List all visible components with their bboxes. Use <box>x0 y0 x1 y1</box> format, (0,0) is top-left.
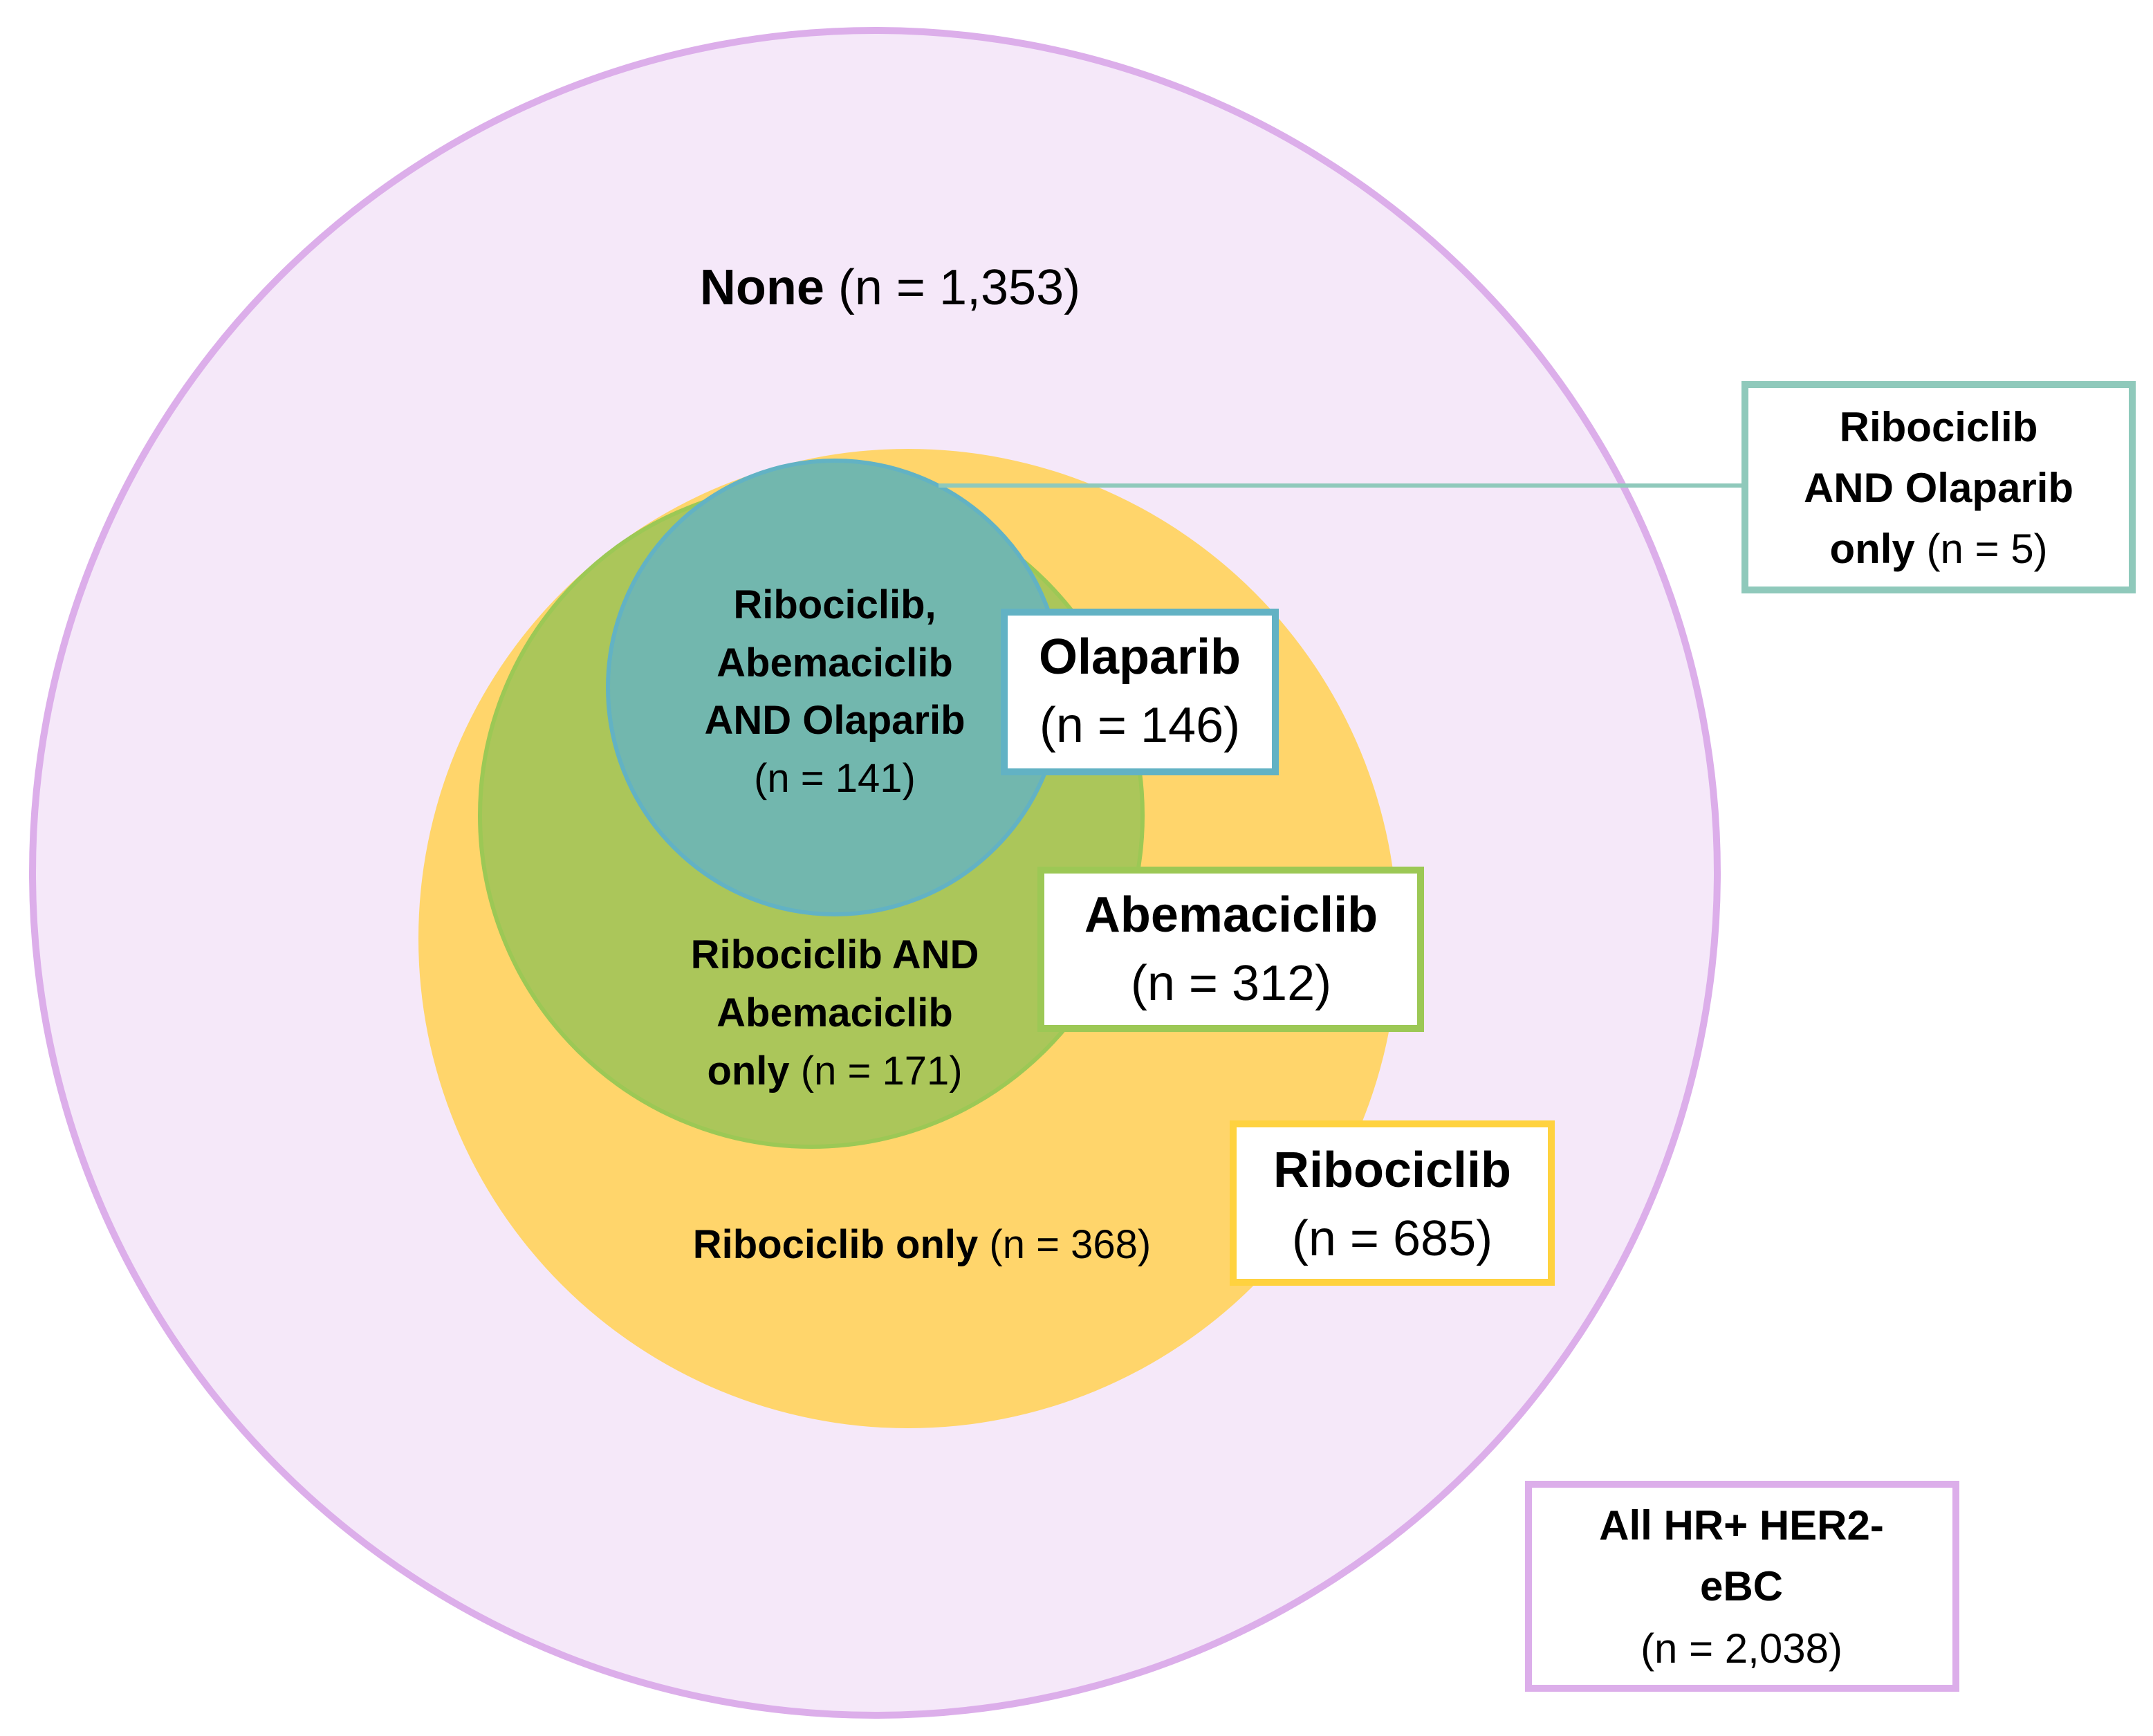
svg-text:Abemaciclib: Abemaciclib <box>717 640 953 685</box>
none-label: None (n = 1,353) <box>700 260 1080 315</box>
svg-text:Ribociclib: Ribociclib <box>1273 1143 1511 1198</box>
olaparib-circle <box>606 459 1064 916</box>
svg-text:Olaparib: Olaparib <box>1039 629 1241 685</box>
svg-text:(n = 141): (n = 141) <box>754 756 916 801</box>
svg-text:AND Olaparib: AND Olaparib <box>704 698 965 743</box>
svg-text:Abemaciclib: Abemaciclib <box>1084 887 1378 943</box>
svg-text:(n = 146): (n = 146) <box>1039 698 1240 753</box>
ribociclib-box: Ribociclib (n = 685) <box>1230 1120 1555 1286</box>
rib-ola-only-box: Ribociclib AND Olaparib only (n = 5) <box>1741 381 2136 593</box>
all-patients-box: All HR+ HER2- eBC (n = 2,038) <box>1525 1481 1959 1692</box>
svg-text:(n = 2,038): (n = 2,038) <box>1641 1625 1842 1672</box>
svg-text:only (n = 171): only (n = 171) <box>707 1049 962 1093</box>
svg-text:Ribociclib: Ribociclib <box>1840 404 2038 450</box>
svg-text:only (n = 5): only (n = 5) <box>1829 526 2047 572</box>
abemaciclib-box: Abemaciclib (n = 312) <box>1037 867 1424 1032</box>
svg-text:Abemaciclib: Abemaciclib <box>717 990 953 1035</box>
svg-text:Ribociclib,: Ribociclib, <box>733 582 936 627</box>
svg-text:Ribociclib AND: Ribociclib AND <box>691 932 979 977</box>
svg-text:(n = 685): (n = 685) <box>1292 1211 1493 1266</box>
rib-abe-only-label: Ribociclib AND Abemaciclib only (n = 171… <box>691 932 979 1093</box>
svg-text:(n = 312): (n = 312) <box>1131 956 1331 1011</box>
svg-text:AND Olaparib: AND Olaparib <box>1804 465 2073 511</box>
svg-text:All HR+ HER2-: All HR+ HER2- <box>1599 1502 1884 1549</box>
svg-text:eBC: eBC <box>1700 1563 1783 1609</box>
olaparib-box: Olaparib (n = 146) <box>1001 609 1279 775</box>
triple-overlap-label: Ribociclib, Abemaciclib AND Olaparib (n … <box>704 582 965 801</box>
ribociclib-only-label: Ribociclib only (n = 368) <box>693 1222 1151 1267</box>
